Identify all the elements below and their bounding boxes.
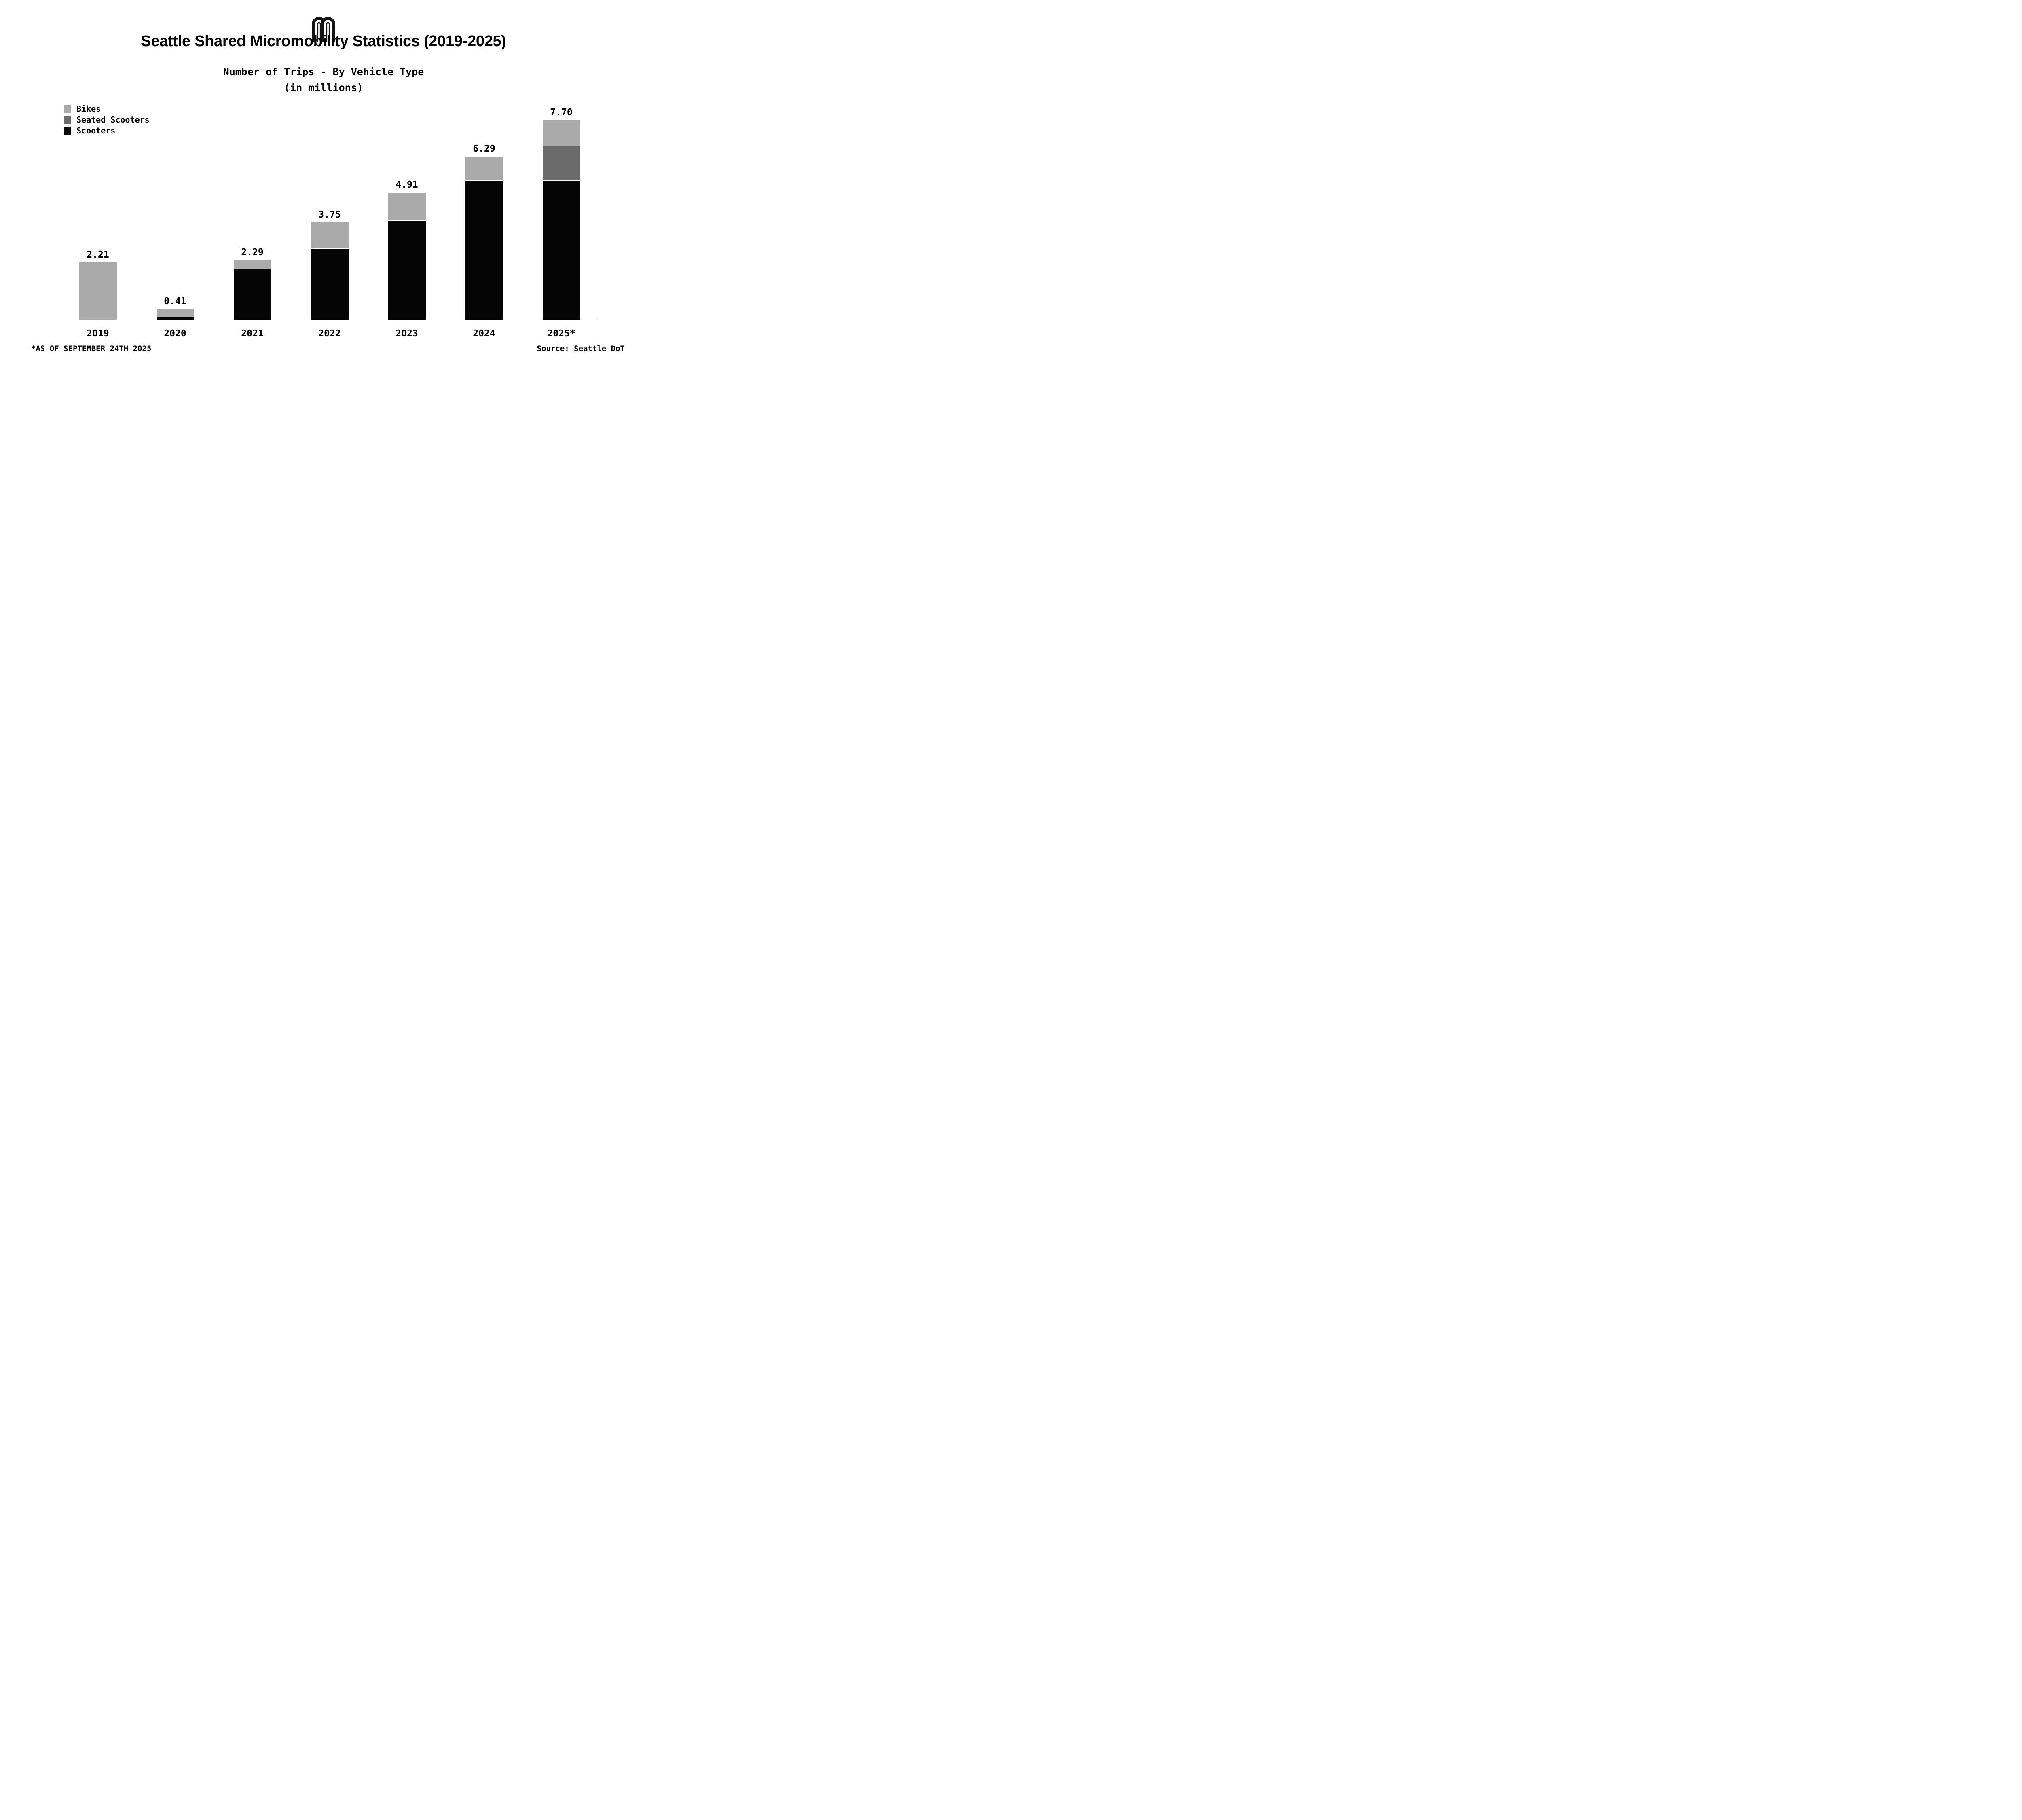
bar-segment-scooters-2023	[388, 221, 426, 320]
legend-item-scooters: Scooters	[64, 127, 150, 135]
footnote: *AS OF SEPTEMBER 24TH 2025	[31, 344, 152, 353]
value-label-2023: 4.91	[396, 179, 418, 190]
value-label-2022: 3.75	[318, 210, 341, 220]
legend-swatch-scooters-icon	[64, 127, 71, 135]
legend-item-bikes: Bikes	[64, 105, 150, 113]
legend-swatch-seated-scooters-icon	[64, 116, 71, 124]
bar-segment-bikes-2022	[311, 222, 349, 249]
value-label-2021: 2.29	[241, 247, 264, 258]
bar-2022	[311, 222, 349, 320]
chart-subtitle: Number of Trips - By Vehicle Type	[223, 66, 424, 78]
chart-page: Seattle Shared Micromobility Statistics …	[0, 0, 647, 364]
legend: Bikes Seated Scooters Scooters	[64, 105, 150, 138]
bar-2023	[388, 192, 426, 320]
bar-2019	[79, 262, 117, 320]
bar-segment-bikes-2019	[79, 262, 117, 320]
bar-2021	[233, 260, 271, 320]
x-tick-2025: 2025*	[547, 328, 575, 339]
legend-swatch-bikes-icon	[64, 105, 71, 113]
bar-segment-bikes-2023	[388, 192, 426, 220]
bar-segment-bikes-2025	[542, 120, 580, 147]
bar-segment-seated-scooters-2025	[542, 146, 580, 181]
legend-label-scooters: Scooters	[76, 126, 116, 135]
value-label-2020: 0.41	[164, 296, 186, 307]
x-tick-2022: 2022	[318, 328, 341, 339]
bar-segment-bikes-2021	[233, 260, 271, 269]
bar-segment-seated-scooters-2023	[388, 220, 426, 221]
bar-segment-scooters-2024	[465, 180, 503, 320]
value-label-2024: 6.29	[473, 144, 495, 154]
bar-2020	[156, 309, 194, 320]
bar-segment-scooters-2022	[311, 249, 349, 320]
legend-label-seated-scooters: Seated Scooters	[76, 115, 150, 125]
bar-segment-scooters-2020	[156, 317, 194, 320]
x-tick-2024: 2024	[473, 328, 495, 339]
value-label-2025: 7.70	[550, 107, 573, 118]
chart-subtitle-units: (in millions)	[284, 82, 363, 93]
value-label-2019: 2.21	[87, 249, 109, 260]
legend-item-seated-scooters: Seated Scooters	[64, 116, 150, 124]
bar-2025	[542, 120, 580, 320]
bar-segment-bikes-2020	[156, 309, 194, 317]
stacked-bar-chart: 2.21 2019 0.41 2020 2.29 2021 3.75 2022 4.91 2023…	[0, 0, 647, 364]
bar-2024	[465, 157, 503, 320]
bar-segment-scooters-2025	[542, 180, 580, 320]
page-title: Seattle Shared Micromobility Statistics …	[141, 33, 506, 50]
double-arch-m-logo-icon	[312, 17, 335, 42]
source-credit: Source: Seattle DoT	[537, 344, 625, 353]
x-tick-2020: 2020	[164, 328, 186, 339]
legend-label-bikes: Bikes	[76, 104, 101, 114]
bar-segment-scooters-2021	[233, 269, 271, 320]
bar-segment-bikes-2024	[465, 157, 503, 181]
x-tick-2023: 2023	[396, 328, 418, 339]
x-tick-2021: 2021	[241, 328, 264, 339]
x-tick-2019: 2019	[87, 328, 109, 339]
